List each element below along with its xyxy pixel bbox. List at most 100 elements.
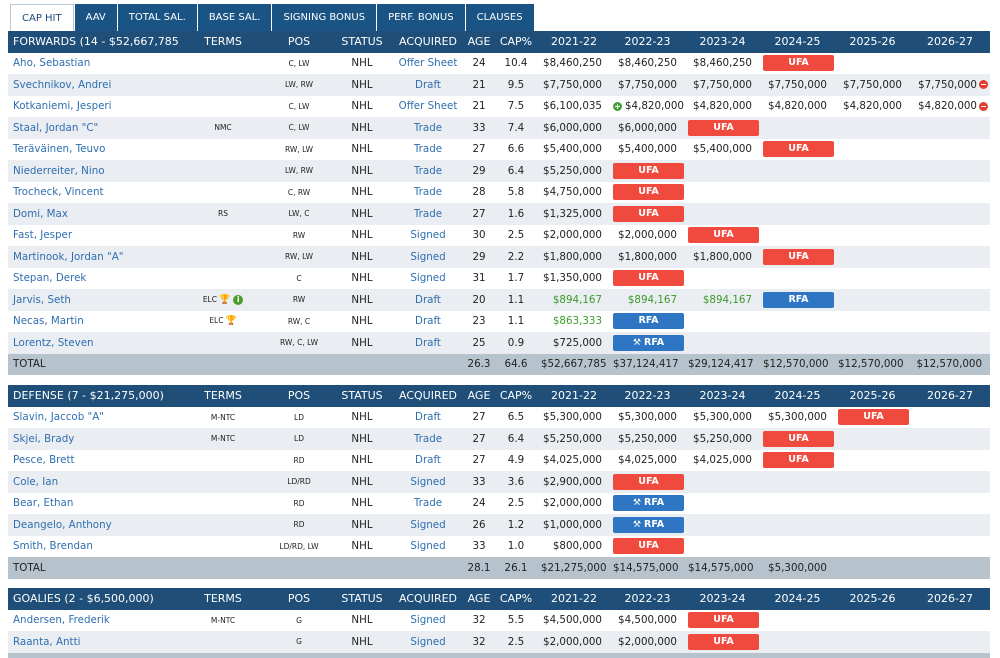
tab-aav[interactable]: AAV xyxy=(74,4,117,31)
tab-signing-bonus[interactable]: SIGNING BONUS xyxy=(272,4,377,31)
acquired-link[interactable]: Trade xyxy=(392,117,464,139)
column-header[interactable]: TERMS xyxy=(180,588,266,610)
rfa-badge[interactable]: ⚒ RFA xyxy=(613,516,684,533)
column-header[interactable]: CAP% xyxy=(494,588,538,610)
column-header[interactable]: 2026-27 xyxy=(910,31,990,53)
player-name-link[interactable]: Stepan, Derek xyxy=(8,267,180,289)
acquired-link[interactable]: Draft xyxy=(392,310,464,332)
ufa-badge[interactable]: UFA xyxy=(763,430,834,447)
player-name-link[interactable]: Necas, Martin xyxy=(8,310,180,332)
acquired-link[interactable]: Draft xyxy=(392,449,464,471)
player-name-link[interactable]: Aho, Sebastian xyxy=(8,52,180,74)
player-name-link[interactable]: Kotkaniemi, Jesperi xyxy=(8,95,180,117)
ufa-badge[interactable]: UFA xyxy=(688,227,759,244)
tab-clauses[interactable]: CLAUSES xyxy=(465,4,534,31)
acquired-link[interactable]: Signed xyxy=(392,471,464,493)
acquired-link[interactable]: Offer Sheet xyxy=(392,95,464,117)
player-name-link[interactable]: Lorentz, Steven xyxy=(8,332,180,354)
ufa-badge[interactable]: UFA xyxy=(613,162,684,179)
ufa-badge[interactable]: UFA xyxy=(763,141,834,158)
ufa-badge[interactable]: UFA xyxy=(688,612,759,629)
player-name-link[interactable]: Raanta, Antti xyxy=(8,631,180,653)
column-header[interactable]: 2021-22 xyxy=(538,31,610,53)
acquired-link[interactable]: Draft xyxy=(392,332,464,354)
column-header[interactable]: STATUS xyxy=(332,385,392,407)
acquired-link[interactable]: Signed xyxy=(392,267,464,289)
tab-base-salary[interactable]: BASE SAL. xyxy=(197,4,272,31)
acquired-link[interactable]: Signed xyxy=(392,535,464,557)
acquired-link[interactable]: Trade xyxy=(392,160,464,182)
column-header[interactable]: STATUS xyxy=(332,588,392,610)
rfa-badge[interactable]: ⚒ RFA xyxy=(613,334,684,351)
column-header[interactable]: 2022-23 xyxy=(610,31,685,53)
info-icon[interactable]: i xyxy=(233,294,244,305)
acquired-link[interactable]: Draft xyxy=(392,74,464,96)
ufa-badge[interactable]: UFA xyxy=(613,184,684,201)
column-header[interactable]: 2024-25 xyxy=(760,31,835,53)
rfa-badge[interactable]: RFA xyxy=(613,313,684,330)
player-name-link[interactable]: Staal, Jordan "C" xyxy=(8,117,180,139)
ufa-badge[interactable]: UFA xyxy=(763,248,834,265)
player-name-link[interactable]: Domi, Max xyxy=(8,203,180,225)
player-name-link[interactable]: Jarvis, Seth xyxy=(8,289,180,311)
column-header[interactable]: 2024-25 xyxy=(760,588,835,610)
column-header[interactable]: POS xyxy=(266,31,332,53)
player-name-link[interactable]: Pesce, Brett xyxy=(8,449,180,471)
column-header[interactable]: POS xyxy=(266,588,332,610)
player-name-link[interactable]: Martinook, Jordan "A" xyxy=(8,246,180,268)
column-header[interactable]: ACQUIRED xyxy=(392,385,464,407)
acquired-link[interactable]: Signed xyxy=(392,609,464,631)
column-header[interactable]: POS xyxy=(266,385,332,407)
column-header[interactable]: 2025-26 xyxy=(835,385,910,407)
player-name-link[interactable]: Bear, Ethan xyxy=(8,492,180,514)
player-name-link[interactable]: Teräväinen, Teuvo xyxy=(8,138,180,160)
rfa-badge[interactable]: ⚒ RFA xyxy=(613,495,684,512)
acquired-link[interactable]: Trade xyxy=(392,138,464,160)
column-header[interactable]: STATUS xyxy=(332,31,392,53)
column-header[interactable]: 2021-22 xyxy=(538,385,610,407)
column-header[interactable]: AGE xyxy=(464,385,494,407)
column-header[interactable]: 2024-25 xyxy=(760,385,835,407)
column-header[interactable]: AGE xyxy=(464,588,494,610)
column-header[interactable]: ACQUIRED xyxy=(392,588,464,610)
ufa-badge[interactable]: UFA xyxy=(613,538,684,555)
player-name-link[interactable]: Skjei, Brady xyxy=(8,428,180,450)
ufa-badge[interactable]: UFA xyxy=(613,473,684,490)
acquired-link[interactable]: Signed xyxy=(392,631,464,653)
column-header[interactable]: 2022-23 xyxy=(610,385,685,407)
player-name-link[interactable]: Cole, Ian xyxy=(8,471,180,493)
player-name-link[interactable]: Deangelo, Anthony xyxy=(8,514,180,536)
acquired-link[interactable]: Signed xyxy=(392,246,464,268)
ufa-badge[interactable]: UFA xyxy=(613,205,684,222)
ufa-badge[interactable]: UFA xyxy=(613,270,684,287)
column-header[interactable]: 2025-26 xyxy=(835,588,910,610)
acquired-link[interactable]: Offer Sheet xyxy=(392,52,464,74)
column-header[interactable]: AGE xyxy=(464,31,494,53)
acquired-link[interactable]: Trade xyxy=(392,492,464,514)
column-header[interactable]: TERMS xyxy=(180,385,266,407)
player-name-link[interactable]: Svechnikov, Andrei xyxy=(8,74,180,96)
acquired-link[interactable]: Trade xyxy=(392,181,464,203)
column-header[interactable]: ACQUIRED xyxy=(392,31,464,53)
column-header[interactable]: 2026-27 xyxy=(910,385,990,407)
column-header[interactable]: TERMS xyxy=(180,31,266,53)
tab-cap-hit[interactable]: CAP HIT xyxy=(10,4,74,31)
acquired-link[interactable]: Trade xyxy=(392,428,464,450)
player-name-link[interactable]: Niederreiter, Nino xyxy=(8,160,180,182)
ufa-badge[interactable]: UFA xyxy=(838,409,909,426)
acquired-link[interactable]: Signed xyxy=(392,224,464,246)
player-name-link[interactable]: Andersen, Frederik xyxy=(8,609,180,631)
column-header[interactable]: 2026-27 xyxy=(910,588,990,610)
column-header[interactable]: 2022-23 xyxy=(610,588,685,610)
player-name-link[interactable]: Smith, Brendan xyxy=(8,535,180,557)
column-header[interactable]: 2023-24 xyxy=(685,385,760,407)
player-name-link[interactable]: Trocheck, Vincent xyxy=(8,181,180,203)
ufa-badge[interactable]: UFA xyxy=(763,452,834,469)
acquired-link[interactable]: Trade xyxy=(392,203,464,225)
rfa-badge[interactable]: RFA xyxy=(763,291,834,308)
column-header[interactable]: CAP% xyxy=(494,385,538,407)
acquired-link[interactable]: Draft xyxy=(392,406,464,428)
ufa-badge[interactable]: UFA xyxy=(763,55,834,72)
acquired-link[interactable]: Draft xyxy=(392,289,464,311)
column-header[interactable]: 2025-26 xyxy=(835,31,910,53)
